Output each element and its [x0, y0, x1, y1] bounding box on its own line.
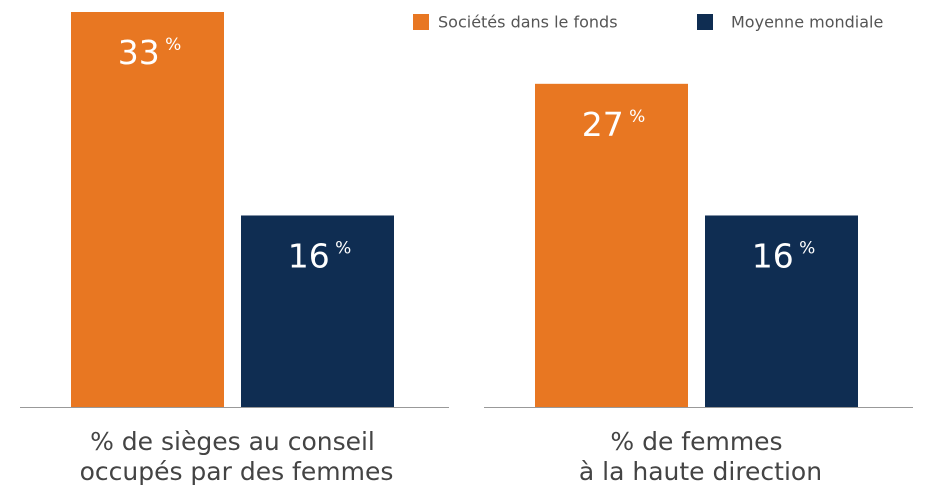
bar: [71, 12, 224, 407]
value-number: 16: [288, 236, 330, 275]
value-label: 16 %: [288, 236, 352, 275]
legend-label: Sociétés dans le fonds: [438, 13, 618, 32]
legend-swatch: [413, 14, 429, 30]
value-label: 27 %: [582, 105, 646, 144]
legend-label: Moyenne mondiale: [731, 13, 883, 32]
value-number: 16: [752, 236, 794, 275]
category-line: % de sièges au conseil: [90, 427, 375, 456]
category-line: % de femmes: [610, 427, 782, 456]
value-unit: %: [794, 238, 816, 258]
value-unit: %: [160, 35, 182, 55]
value-unit: %: [330, 238, 352, 258]
bar: [241, 215, 394, 407]
category-line: à la haute direction: [571, 457, 822, 486]
value-number: 27: [582, 105, 624, 144]
category-label: % de femmes à la haute direction: [571, 427, 822, 486]
category-line: occupés par des femmes: [72, 457, 394, 486]
value-number: 33: [118, 33, 160, 72]
legend-swatch: [697, 14, 713, 30]
category-label: % de sièges au conseil occupés par des f…: [72, 427, 394, 486]
value-label: 33 %: [118, 33, 182, 72]
bar: [705, 215, 858, 407]
value-unit: %: [624, 107, 646, 127]
value-label: 16 %: [752, 236, 816, 275]
bar: [535, 83, 688, 408]
